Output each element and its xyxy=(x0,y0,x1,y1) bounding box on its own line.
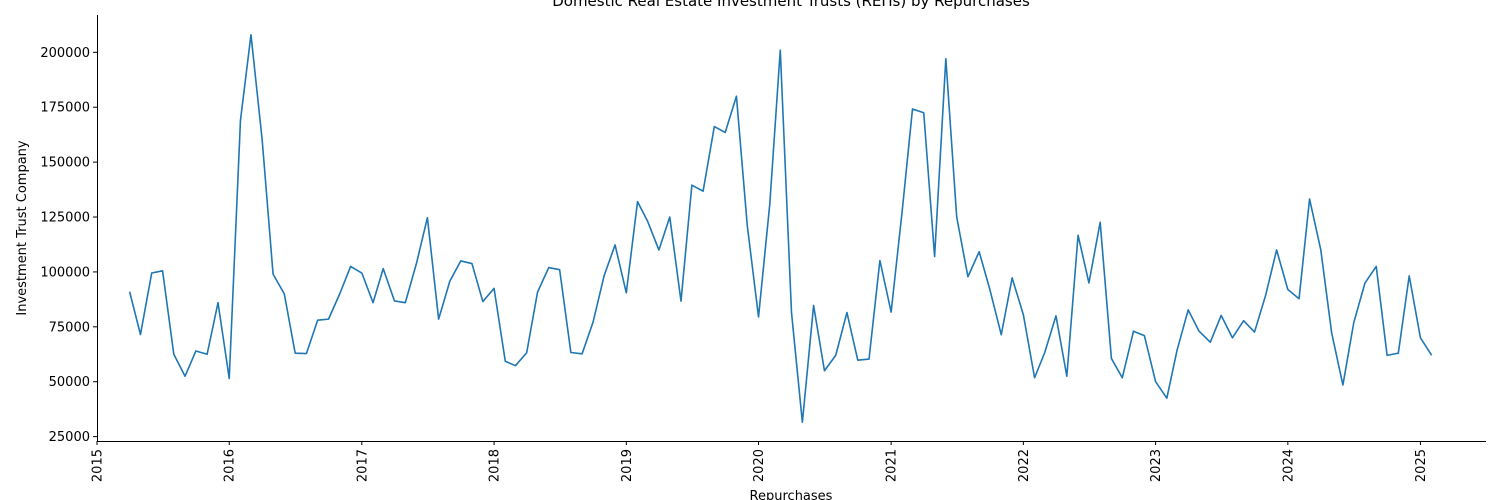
x-tick-label: 2022 xyxy=(1017,449,1032,482)
x-tick-label: 2021 xyxy=(885,449,900,482)
x-axis-title: Repurchases xyxy=(750,489,833,500)
y-tick-label: 125000 xyxy=(40,211,90,226)
x-tick-label: 2020 xyxy=(752,449,767,482)
y-tick-label: 50000 xyxy=(49,375,90,390)
y-tick-label: 175000 xyxy=(40,101,90,116)
x-tick-label: 2023 xyxy=(1149,449,1164,482)
y-tick-label: 100000 xyxy=(40,265,90,280)
y-tick-label: 200000 xyxy=(40,46,90,61)
y-axis: 25000 50000 75000 100000 125000 150000 175000 2… xyxy=(40,46,97,445)
x-tick-label: 2016 xyxy=(223,449,238,482)
x-tick-label: 2017 xyxy=(355,449,370,482)
x-tick-label: 2019 xyxy=(620,449,635,482)
x-tick-label: 2015 xyxy=(91,449,106,482)
x-tick-label: 2018 xyxy=(488,449,503,482)
series-line-0 xyxy=(128,33,1433,424)
chart-title: Domestic Real Estate Investment Trusts (… xyxy=(552,0,1030,10)
x-tick-label: 2024 xyxy=(1281,449,1296,482)
plot-area xyxy=(128,33,1433,424)
x-axis: 2015 2016 2017 2018 2019 2020 2021 2022 2023 2024… xyxy=(91,441,1429,482)
y-axis-title: Investment Trust Company xyxy=(15,140,30,316)
y-tick-label: 75000 xyxy=(49,320,90,335)
y-tick-label: 150000 xyxy=(40,156,90,171)
x-tick-label: 2025 xyxy=(1414,449,1429,482)
y-tick-label: 25000 xyxy=(49,430,90,445)
